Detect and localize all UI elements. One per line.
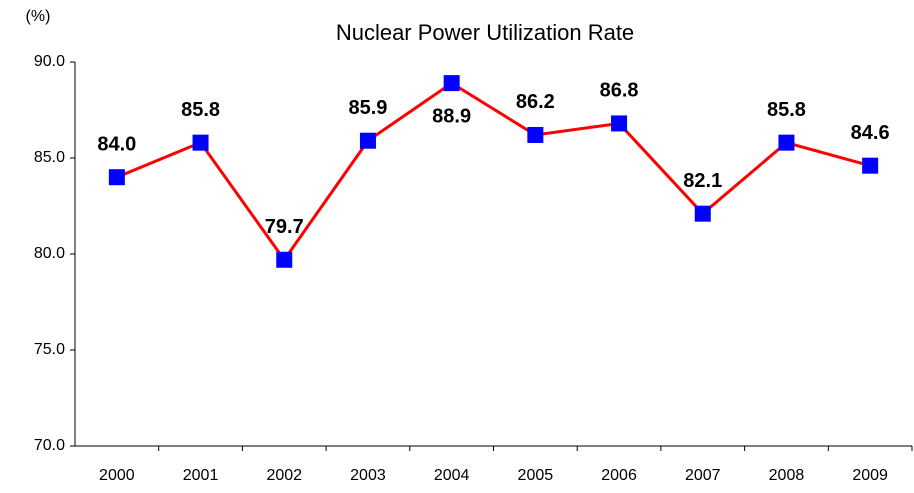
data-label: 84.0 [97,133,136,155]
y-tick-label: 80.0 [34,245,65,262]
x-tick-label: 2004 [434,467,470,484]
marker [276,251,293,268]
marker [862,157,879,174]
x-tick-label: 2005 [518,467,554,484]
marker [359,132,376,149]
data-label: 85.9 [348,97,387,119]
marker [192,134,209,151]
marker [108,169,125,186]
x-tick-label: 2002 [266,467,302,484]
y-unit: (%) [26,8,51,25]
data-label: 86.8 [600,80,639,102]
y-tick-label: 70.0 [34,437,65,454]
data-label: 85.8 [767,99,806,121]
x-tick-label: 2000 [99,467,135,484]
y-tick-label: 90.0 [34,53,65,70]
data-label: 82.1 [683,170,722,192]
data-label: 84.6 [851,122,890,144]
y-tick-label: 85.0 [34,149,65,166]
marker [611,115,628,132]
marker [443,75,460,92]
x-tick-label: 2008 [769,467,805,484]
x-tick-label: 2003 [350,467,386,484]
marker [694,205,711,222]
data-label: 86.2 [516,91,555,113]
x-tick-label: 2001 [183,467,219,484]
x-tick-label: 2006 [601,467,637,484]
y-tick-label: 75.0 [34,341,65,358]
marker [527,126,544,143]
marker [778,134,795,151]
data-label: 79.7 [265,216,304,238]
data-label: 88.9 [432,105,471,127]
x-tick-label: 2009 [852,467,888,484]
data-label: 85.8 [181,99,220,121]
x-tick-label: 2007 [685,467,721,484]
chart-title: Nuclear Power Utilization Rate [336,20,634,45]
line [116,81,871,263]
